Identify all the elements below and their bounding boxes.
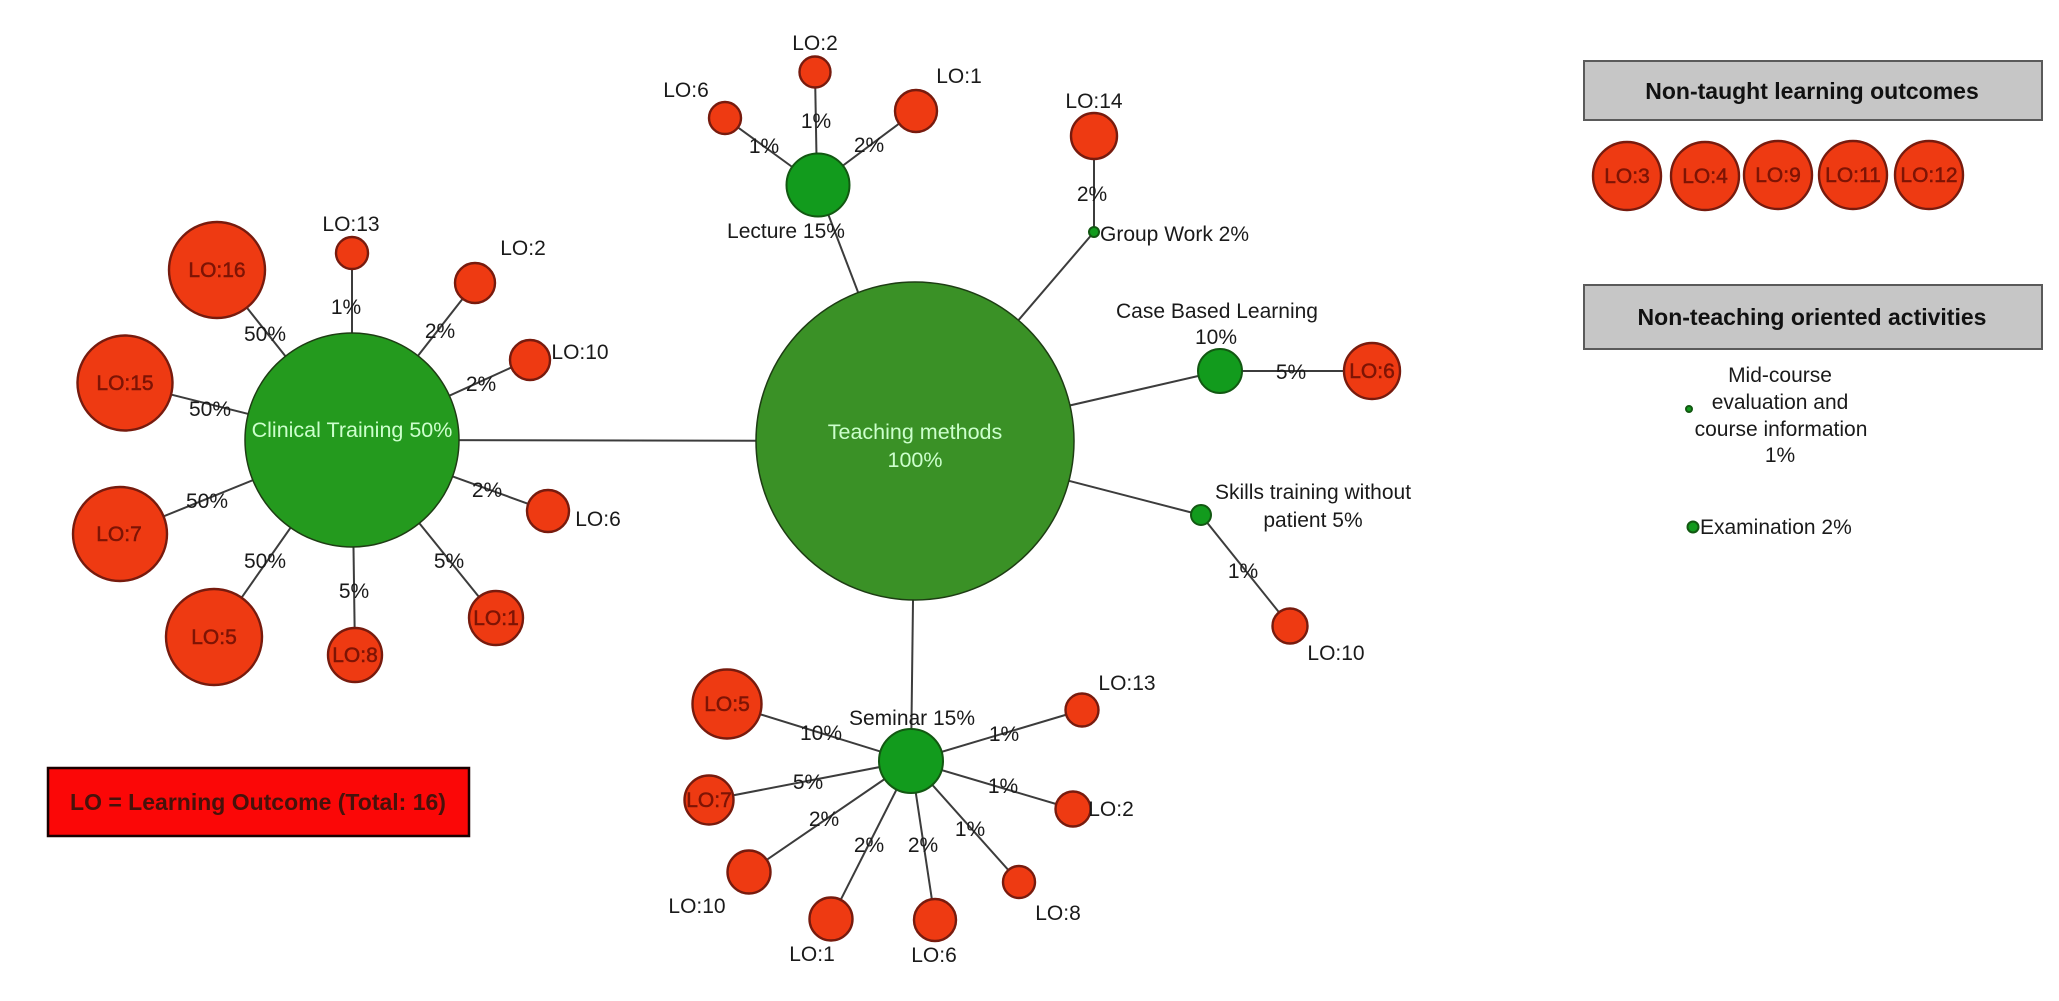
- svg-text:LO:5: LO:5: [704, 693, 750, 716]
- svg-text:1%: 1%: [988, 775, 1018, 798]
- svg-text:Teaching methods: Teaching methods: [828, 420, 1003, 444]
- svg-text:LO:7: LO:7: [96, 523, 142, 546]
- svg-text:2%: 2%: [466, 373, 496, 396]
- svg-text:Examination 2%: Examination 2%: [1700, 516, 1852, 539]
- svg-text:LO:6: LO:6: [1349, 360, 1395, 383]
- svg-text:2%: 2%: [472, 479, 502, 502]
- svg-text:LO:10: LO:10: [551, 341, 608, 364]
- svg-text:LO:9: LO:9: [1755, 164, 1801, 187]
- svg-text:LO:13: LO:13: [1098, 672, 1155, 695]
- svg-text:LO:6: LO:6: [911, 944, 957, 967]
- svg-text:LO = Learning Outcome (Total:: LO = Learning Outcome (Total: 16): [70, 789, 446, 815]
- svg-text:LO:11: LO:11: [1825, 164, 1881, 187]
- svg-text:50%: 50%: [189, 398, 231, 421]
- svg-text:1%: 1%: [1228, 560, 1258, 583]
- svg-text:Case Based Learning: Case Based Learning: [1116, 300, 1318, 323]
- svg-text:5%: 5%: [793, 771, 823, 794]
- svg-text:LO:1: LO:1: [936, 65, 982, 88]
- svg-text:LO:1: LO:1: [789, 943, 835, 966]
- svg-text:LO:1: LO:1: [473, 607, 519, 630]
- svg-text:LO:13: LO:13: [322, 213, 379, 236]
- svg-text:2%: 2%: [1077, 183, 1107, 206]
- svg-text:LO:15: LO:15: [96, 372, 153, 395]
- svg-text:LO:8: LO:8: [332, 644, 378, 667]
- svg-text:Non-teaching oriented activiti: Non-teaching oriented activities: [1638, 304, 1987, 330]
- svg-text:10%: 10%: [800, 722, 842, 745]
- svg-text:1%: 1%: [331, 296, 361, 319]
- svg-text:LO:6: LO:6: [575, 508, 621, 531]
- svg-text:Non-taught learning outcomes: Non-taught learning outcomes: [1645, 78, 1979, 104]
- svg-text:course information: course information: [1695, 418, 1868, 441]
- svg-text:2%: 2%: [809, 808, 839, 831]
- svg-text:Mid-course: Mid-course: [1728, 364, 1832, 387]
- svg-text:50%: 50%: [244, 550, 286, 573]
- svg-text:LO:5: LO:5: [191, 626, 237, 649]
- svg-text:Seminar 15%: Seminar 15%: [849, 707, 975, 730]
- svg-text:1%: 1%: [989, 723, 1019, 746]
- svg-text:LO:12: LO:12: [1900, 164, 1957, 187]
- svg-text:evaluation and: evaluation and: [1712, 391, 1849, 414]
- svg-text:2%: 2%: [854, 134, 884, 157]
- svg-text:LO:3: LO:3: [1604, 165, 1650, 188]
- svg-text:LO:2: LO:2: [792, 32, 838, 55]
- svg-text:1%: 1%: [1765, 444, 1795, 467]
- svg-text:LO:10: LO:10: [1307, 642, 1364, 665]
- svg-text:1%: 1%: [801, 110, 831, 133]
- svg-text:LO:2: LO:2: [500, 237, 546, 260]
- svg-text:LO:10: LO:10: [668, 895, 725, 918]
- svg-text:LO:8: LO:8: [1035, 902, 1081, 925]
- svg-text:2%: 2%: [854, 834, 884, 857]
- svg-text:LO:2: LO:2: [1088, 798, 1134, 821]
- svg-text:patient 5%: patient 5%: [1263, 509, 1362, 532]
- svg-text:LO:7: LO:7: [686, 789, 732, 812]
- svg-text:1%: 1%: [955, 818, 985, 841]
- svg-text:50%: 50%: [186, 490, 228, 513]
- svg-text:LO:6: LO:6: [663, 79, 709, 102]
- svg-text:5%: 5%: [339, 580, 369, 603]
- svg-text:50%: 50%: [244, 323, 286, 346]
- svg-text:Clinical Training 50%: Clinical Training 50%: [252, 418, 453, 442]
- svg-text:2%: 2%: [425, 320, 455, 343]
- svg-text:2%: 2%: [908, 834, 938, 857]
- svg-text:5%: 5%: [434, 550, 464, 573]
- svg-text:LO:4: LO:4: [1682, 165, 1728, 188]
- svg-text:Skills training without: Skills training without: [1215, 481, 1411, 504]
- svg-text:1%: 1%: [749, 135, 779, 158]
- svg-text:Group Work 2%: Group Work 2%: [1100, 223, 1249, 246]
- svg-text:LO:14: LO:14: [1065, 90, 1123, 113]
- svg-text:100%: 100%: [888, 448, 943, 472]
- svg-text:Lecture 15%: Lecture 15%: [727, 220, 845, 243]
- svg-text:10%: 10%: [1195, 326, 1237, 349]
- svg-text:5%: 5%: [1276, 361, 1306, 384]
- svg-text:LO:16: LO:16: [188, 259, 245, 282]
